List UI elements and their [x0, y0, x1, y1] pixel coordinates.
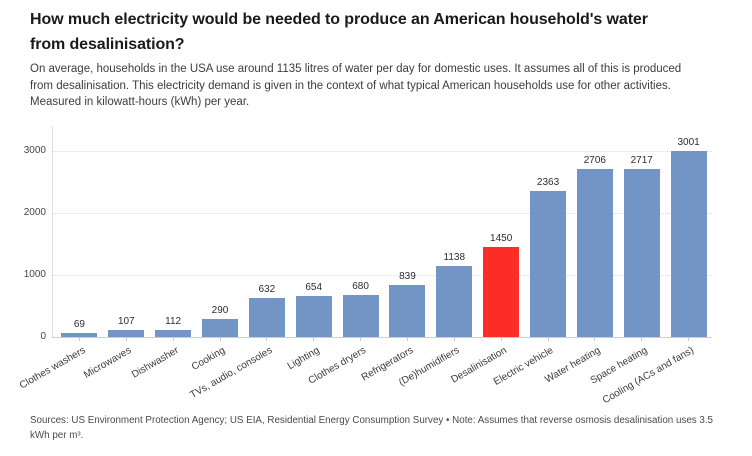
bar-value-label: 1138: [443, 252, 466, 264]
bar-value-label: 290: [211, 305, 229, 317]
bar-value-label: 654: [305, 282, 323, 294]
bar-dishwasher: [155, 330, 192, 337]
bar-cell: 1138: [431, 118, 478, 337]
bar-cell: 112: [150, 118, 197, 337]
x-tick: [125, 337, 127, 341]
source-note-line-2: kWh per m³.: [30, 430, 84, 441]
bar-value-label: 107: [117, 316, 135, 328]
y-axis-line: [52, 126, 53, 337]
chart-canvas: 0 1000 2000 3000 69 107 112 290 632 654 680 839 1138…: [0, 118, 752, 410]
bar-desalinisation: [483, 247, 520, 337]
bar-microwaves: [108, 330, 145, 337]
bar-water-heating: [576, 169, 613, 337]
bar-clothes-washers: [61, 332, 98, 337]
chart-subtitle: On average, households in the USA use ar…: [30, 61, 681, 111]
x-tick: [453, 337, 455, 341]
subtitle-line-3: Measured in kilowatt-hours (kWh) per yea…: [30, 96, 250, 108]
bar-tvs-audio-consoles: [248, 297, 285, 337]
x-tick: [78, 337, 80, 341]
bar-cell: 290: [197, 118, 244, 337]
x-tick: [641, 337, 643, 341]
bar-electric-vehicle: [530, 190, 567, 337]
x-tick: [172, 337, 174, 341]
bar-cell: 680: [337, 118, 384, 337]
x-tick: [219, 337, 221, 341]
x-tick-label-lighting: Lighting: [285, 345, 322, 373]
x-tick: [406, 337, 408, 341]
x-tick: [594, 337, 596, 341]
bar-value-label: 2363: [536, 176, 560, 188]
y-tick-label: 0: [40, 331, 46, 342]
gridline: [52, 213, 712, 214]
chart-header: How much electricity would be needed to …: [30, 7, 681, 111]
bar-value-label: 2706: [583, 155, 606, 167]
bar-value-label: 112: [165, 316, 182, 328]
bar-cell: 654: [290, 118, 337, 337]
x-tick-label-tvs-audio-consoles: TVs, audio, consoles: [188, 345, 275, 401]
x-tick: [688, 337, 690, 341]
bar-value-label: 3001: [677, 136, 700, 148]
bar-space-heating: [623, 168, 660, 337]
bar-cooling-acs-and-fans: [670, 150, 707, 337]
subtitle-line-1: On average, households in the USA use ar…: [30, 63, 682, 75]
bar-cell: 107: [103, 118, 150, 337]
x-tick-label-dishwasher: Dishwasher: [129, 345, 181, 381]
bar-cell: 2363: [525, 118, 572, 337]
bar-cell: 3001: [665, 118, 712, 337]
bar-cell: 839: [384, 118, 431, 337]
x-tick-label-cooking: Cooking: [190, 345, 228, 373]
x-tick-label-microwaves: Microwaves: [82, 345, 134, 381]
bar-lighting: [295, 296, 332, 337]
source-note-line-1: Sources: US Environment Protection Agenc…: [30, 415, 714, 426]
page-title-line-2: from desalinisation?: [30, 36, 185, 53]
y-tick-label: 3000: [23, 145, 46, 156]
x-tick: [360, 337, 362, 341]
x-tick: [500, 337, 502, 341]
bar-value-label: 69: [73, 318, 85, 330]
gridline: [52, 151, 712, 152]
bar-value-label: 839: [399, 270, 416, 282]
bar-value-label: 1450: [490, 233, 513, 245]
bar-refrigerators: [389, 284, 426, 337]
bar-value-label: 680: [352, 280, 369, 292]
bar-cell: 632: [243, 118, 290, 337]
x-tick: [313, 337, 315, 341]
y-tick-label: 1000: [23, 269, 46, 280]
chart-footer: Sources: US Environment Protection Agenc…: [30, 413, 713, 443]
bar-cooking: [202, 319, 238, 337]
bar-cell: 2717: [618, 118, 665, 337]
bar-cell: 69: [56, 118, 103, 337]
bar-cell: 1450: [478, 118, 525, 337]
bar-cell: 2706: [571, 118, 618, 337]
bar-value-label: 2717: [630, 154, 653, 166]
x-axis-baseline: [52, 337, 712, 338]
y-tick-label: 2000: [23, 207, 46, 218]
bar-clothes-dryers: [342, 294, 379, 337]
bars-container: 69 107 112 290 632 654 680 839 1138 1450 2363 2706 2…: [56, 118, 712, 337]
subtitle-line-2: from desalinisation. This electricity de…: [30, 79, 671, 92]
x-tick: [547, 337, 549, 341]
x-tick: [266, 337, 268, 341]
bar-value-label: 632: [258, 283, 276, 295]
page-title: How much electricity would be needed to …: [30, 7, 681, 57]
page-title-line-1: How much electricity would be needed to …: [30, 11, 648, 28]
bar-de-humidifiers: [436, 266, 473, 337]
gridline: [52, 275, 712, 276]
x-tick-label-clothes-washers: Clothes washers: [17, 345, 87, 392]
